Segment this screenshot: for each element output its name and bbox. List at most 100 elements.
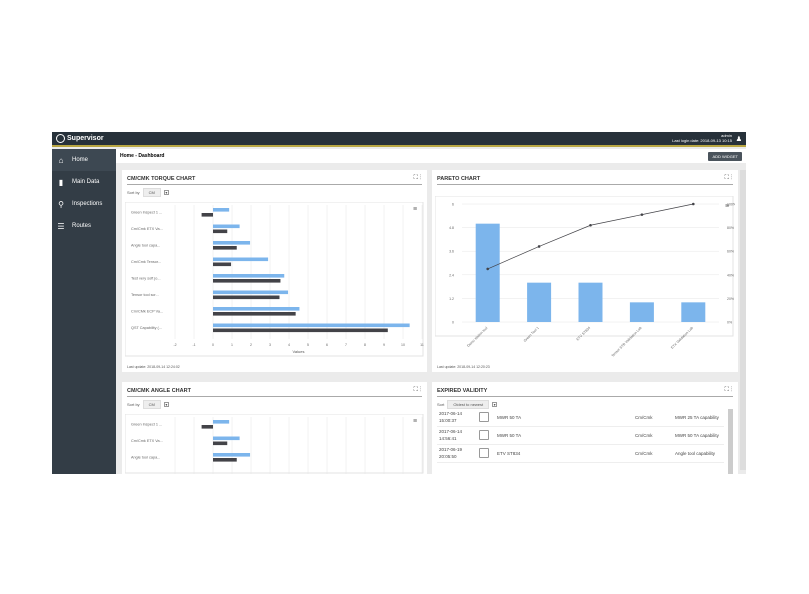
bar	[527, 282, 552, 322]
table-row[interactable]: 2017-06-14 14:56:41 MWR 50 TA Cm/Cmk MWR 50 …	[437, 427, 724, 445]
pareto-chart: 0 0% 1.2 20% 2.4 40% 3.6 60% 4.8 80% 6 100% Demo sta…	[435, 196, 735, 358]
sort-select[interactable]: Oldest to newest	[447, 400, 490, 409]
bar	[681, 302, 706, 322]
sidebar-item-main-data[interactable]: ▮ Main Data	[52, 171, 116, 193]
app-window: Supervisor admin Last login date: 2018-09…	[52, 132, 746, 474]
angle-chart-panel: CM/CMK ANGLE CHART ⛶ ⋮ Sort by CM ▾ Green …	[122, 382, 427, 474]
chart-frame	[435, 196, 734, 337]
panel-title: EXPIRED VALIDITY	[437, 388, 733, 397]
list-check-icon: ☰	[57, 221, 65, 231]
panel-title: CM/CMK ANGLE CHART	[127, 388, 422, 397]
add-widget-button[interactable]: ADD WIDGET	[708, 152, 742, 161]
y-tick-label: Angle tool capa...	[131, 456, 160, 460]
expand-menu-icon[interactable]: ⛶ ⋮	[413, 387, 421, 393]
bar	[201, 213, 213, 217]
torque-chart-panel: CM/CMK TORQUE CHART ⛶ ⋮ Sort by CM ▾ -2 -1 0…	[122, 170, 427, 372]
x-tick-label: ETV ST834	[576, 326, 592, 342]
bar	[213, 436, 240, 441]
y-tick-label: 4.8	[449, 226, 454, 230]
bar	[213, 307, 300, 311]
bar	[213, 441, 228, 446]
sort-select[interactable]: CM	[142, 400, 161, 409]
chart-frame	[125, 414, 424, 474]
bar	[213, 323, 410, 328]
line-point	[589, 223, 592, 227]
x-tick-label: 1	[231, 343, 233, 347]
bar	[213, 328, 388, 333]
bar	[213, 241, 251, 245]
x-tick-label: 0	[212, 343, 214, 347]
sidebar-item-home[interactable]: ⌂ Home	[52, 149, 116, 171]
chevron-down-icon[interactable]: ▾	[163, 402, 169, 407]
bar	[213, 279, 281, 283]
x-tick-label: -2	[173, 343, 176, 347]
y2-tick-label: 0%	[727, 321, 732, 325]
bar	[213, 262, 232, 267]
sort-control: Sort Oldest to newest ▾	[437, 400, 498, 409]
y-tick-label: 1.2	[449, 297, 454, 301]
x-tick-label: 7	[345, 343, 347, 347]
list-scrollbar[interactable]	[728, 409, 733, 474]
bar	[213, 453, 251, 457]
panel-title: PARETO CHART	[437, 176, 733, 185]
bar	[475, 223, 500, 322]
menu-icon: ≡	[413, 418, 417, 425]
bar	[213, 208, 230, 212]
y2-tick-label: 60%	[727, 250, 734, 254]
user-info: admin Last login date: 2018-09-13 10:15	[672, 133, 732, 143]
chevron-down-icon[interactable]: ▾	[492, 402, 498, 407]
page-scrollbar[interactable]	[740, 170, 746, 470]
bar	[201, 425, 213, 429]
x-tick-label: 4	[288, 343, 290, 347]
y2-tick-label: 20%	[727, 297, 734, 301]
x-tick-label: 2	[250, 343, 252, 347]
sort-select[interactable]: CM	[142, 188, 161, 197]
sort-control: Sort by CM ▾	[127, 188, 169, 197]
table-row[interactable]: 2017-06-14 15:00:37 MWR 50 TA Cm/Cmk MWR 25 …	[437, 409, 724, 427]
x-tick-label: 5	[307, 343, 309, 347]
bar	[213, 274, 285, 278]
x-tick-label: Tensor STB Validation Lab	[611, 326, 643, 358]
cumulative-line	[487, 203, 694, 270]
sidebar-item-routes[interactable]: ☰ Routes	[57, 221, 92, 231]
x-tick-label: 8	[364, 343, 366, 347]
folder-icon	[479, 430, 489, 440]
folder-icon	[479, 448, 489, 458]
top-bar: Supervisor admin Last login date: 2018-09…	[52, 132, 746, 147]
table-row[interactable]: 2017-06-19 20:05:50 ETV ST834 Cm/Cmk Angle t…	[437, 445, 724, 463]
y-tick-label: Tensor tool scr...	[131, 293, 159, 297]
sidebar: ⌂ Home ▮ Main Data ⚲ Inspections ☰ Routes	[52, 149, 116, 474]
chart-frame	[125, 202, 424, 357]
expand-menu-icon[interactable]: ⛶ ⋮	[413, 175, 421, 181]
breadcrumb: Home - Dashboard	[116, 149, 746, 163]
y-tick-label: 3.6	[449, 250, 454, 254]
expired-validity-panel: EXPIRED VALIDITY ⛶ ⋮ Sort Oldest to newes…	[432, 382, 738, 474]
bar	[213, 420, 230, 424]
y-tick-label: Green Inspect 1 ...	[131, 423, 162, 427]
x-tick-label: 10	[401, 343, 405, 347]
y-tick-label: Cm/Cmk ETX Va...	[131, 439, 163, 443]
expand-menu-icon[interactable]: ⛶ ⋮	[724, 175, 732, 181]
y2-tick-label: 80%	[727, 226, 734, 230]
sort-control: Sort by CM ▾	[127, 400, 169, 409]
line-point	[537, 245, 541, 248]
y-tick-label: Cm/Cmk Tensor...	[131, 260, 161, 264]
bar	[213, 458, 237, 462]
bar	[213, 290, 289, 295]
panel-title: CM/CMK TORQUE CHART	[127, 176, 422, 185]
logo[interactable]: Supervisor	[56, 134, 104, 143]
torque-chart: -2 -1 0 1 2 3 4 5 6 7 8 9 10 11 Values Green Inspect 1 …	[125, 202, 424, 357]
sidebar-item-inspections[interactable]: ⚲ Inspections	[52, 193, 116, 215]
x-axis-label: Values	[293, 349, 305, 354]
x-tick-label: 11	[420, 343, 424, 347]
logo-icon	[56, 134, 65, 143]
x-tick-label: ETX Validation Lab	[670, 326, 694, 350]
last-update: Last update: 2018-09-14 12:20:23	[437, 365, 490, 369]
expand-menu-icon[interactable]: ⛶ ⋮	[724, 387, 732, 393]
bar	[578, 282, 603, 322]
x-tick-label: Green Tool 1	[523, 326, 540, 343]
bar	[213, 246, 237, 250]
bar	[629, 302, 654, 322]
chevron-down-icon[interactable]: ▾	[163, 190, 169, 195]
user-icon[interactable]: ♟	[735, 136, 742, 143]
